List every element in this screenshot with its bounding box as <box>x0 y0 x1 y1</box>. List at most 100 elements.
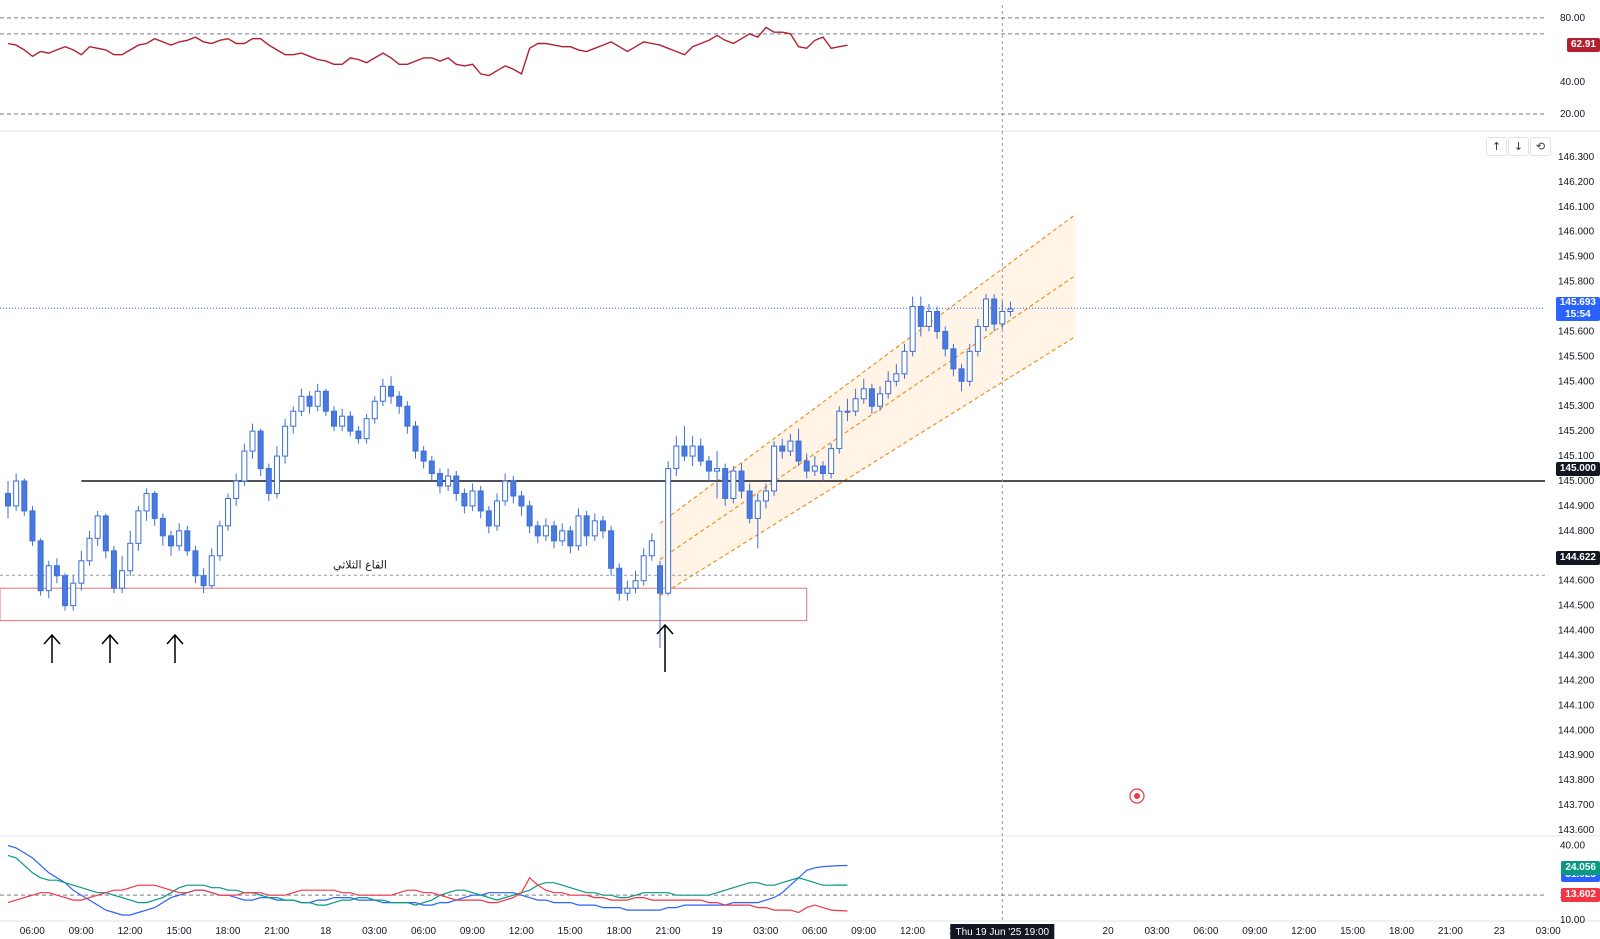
candle-body <box>852 398 859 412</box>
candle-body <box>542 525 549 537</box>
price-tick-label: 146.000 <box>1558 227 1595 238</box>
candle-body <box>893 373 900 382</box>
reset-scale-button[interactable]: ⟲ <box>1530 137 1551 156</box>
price-tick-label: 143.800 <box>1558 775 1595 786</box>
time-tick-label: 12:00 <box>118 926 143 937</box>
candle-body <box>567 530 574 547</box>
candle-body <box>314 390 321 407</box>
candle-body <box>950 348 957 370</box>
candle-body <box>714 468 721 472</box>
price-tick-label: 145.300 <box>1558 401 1595 412</box>
candle-body <box>176 530 183 547</box>
candle-body <box>53 565 60 577</box>
scroll-up-button[interactable]: ↑ <box>1486 137 1507 156</box>
candle-body <box>371 400 378 420</box>
candle-body <box>135 510 142 544</box>
price-tick-label: 144.500 <box>1558 601 1595 612</box>
candle-body <box>168 535 174 547</box>
price-tick-label: 145.100 <box>1558 451 1595 462</box>
candle-body <box>518 495 525 507</box>
candle-body <box>151 492 158 519</box>
candle-body <box>942 330 949 350</box>
candle-body <box>999 310 1006 325</box>
candle-body <box>746 490 753 519</box>
arrow-up-icon: ↑ <box>1491 140 1502 153</box>
scroll-down-button[interactable]: ↓ <box>1508 137 1529 156</box>
candle-body <box>86 537 93 562</box>
candle-body <box>705 460 712 472</box>
candle-body <box>322 390 329 412</box>
price-tick-label: 144.000 <box>1558 725 1595 736</box>
candle-body <box>404 405 411 427</box>
candle-body <box>632 580 639 589</box>
candle-body <box>494 500 500 527</box>
time-tick-label: 21:00 <box>655 926 680 937</box>
candle-body <box>877 393 884 407</box>
arrow-up-4-head <box>656 623 674 635</box>
price-tick-label: 144.900 <box>1558 501 1595 512</box>
candle-body <box>290 410 297 427</box>
candle-body <box>917 306 924 327</box>
time-tick-label: 19 <box>711 926 723 937</box>
price-tick-label: 143.600 <box>1558 825 1595 836</box>
price-tick-label: 145.200 <box>1558 426 1595 437</box>
candle-body <box>991 298 998 325</box>
candle-body <box>70 582 77 607</box>
candle-body <box>127 542 134 572</box>
candle-body <box>363 418 370 440</box>
triple-bottom-annotation: القاع الثلاثي <box>333 558 387 571</box>
candle-body <box>29 510 36 542</box>
candle-body <box>820 465 826 475</box>
candle-body <box>249 430 256 452</box>
candle-body <box>738 470 745 492</box>
candle-body <box>591 520 598 537</box>
time-tick-label: 09:00 <box>1242 926 1267 937</box>
candle-body <box>428 460 435 475</box>
candle-body <box>974 325 981 352</box>
candle-body <box>265 468 272 494</box>
candle-body <box>502 480 509 502</box>
candle-body <box>966 350 973 382</box>
time-tick-label: 18 <box>320 926 332 937</box>
candle-body <box>771 445 778 492</box>
time-tick-label: 06:00 <box>411 926 436 937</box>
candle-body <box>885 380 892 395</box>
candle-body <box>225 497 232 527</box>
candle-body <box>925 310 932 327</box>
time-tick-label: 03:00 <box>1144 926 1169 937</box>
candle-body <box>339 415 346 427</box>
candle-body <box>282 425 289 457</box>
candle-body <box>62 575 69 607</box>
candle-body <box>640 555 647 582</box>
rsi-tick-label: 40.00 <box>1560 77 1585 88</box>
candle-body <box>787 440 794 452</box>
candle-body <box>1007 308 1014 312</box>
candle-body <box>754 500 761 519</box>
candle-body <box>868 388 875 407</box>
candle-body <box>37 540 44 592</box>
time-tick-label: 06:00 <box>1193 926 1218 937</box>
candle-body <box>21 480 28 512</box>
candle-body <box>730 470 737 499</box>
candle-body <box>94 515 101 539</box>
candle-body <box>379 385 386 402</box>
candle-body <box>665 468 672 594</box>
candle-body <box>216 525 223 557</box>
candle-body <box>200 575 207 587</box>
price-tick-label: 144.300 <box>1558 651 1595 662</box>
candle-body <box>102 515 109 552</box>
candle-body <box>608 530 615 569</box>
time-tick-label: 15:00 <box>558 926 583 937</box>
time-tick-label: 15:00 <box>166 926 191 937</box>
dmi-green-badge: 24.056 <box>1561 861 1600 875</box>
candle-body <box>836 410 843 450</box>
time-tick-label: 12:00 <box>900 926 925 937</box>
candle-body <box>388 385 395 397</box>
candle-body <box>45 565 52 592</box>
dmi-line-blue <box>7 844 848 916</box>
candle-body <box>583 515 590 537</box>
candle-body <box>722 468 729 499</box>
alert-marker-icon <box>1129 788 1145 804</box>
time-tick-label: 09:00 <box>69 926 94 937</box>
